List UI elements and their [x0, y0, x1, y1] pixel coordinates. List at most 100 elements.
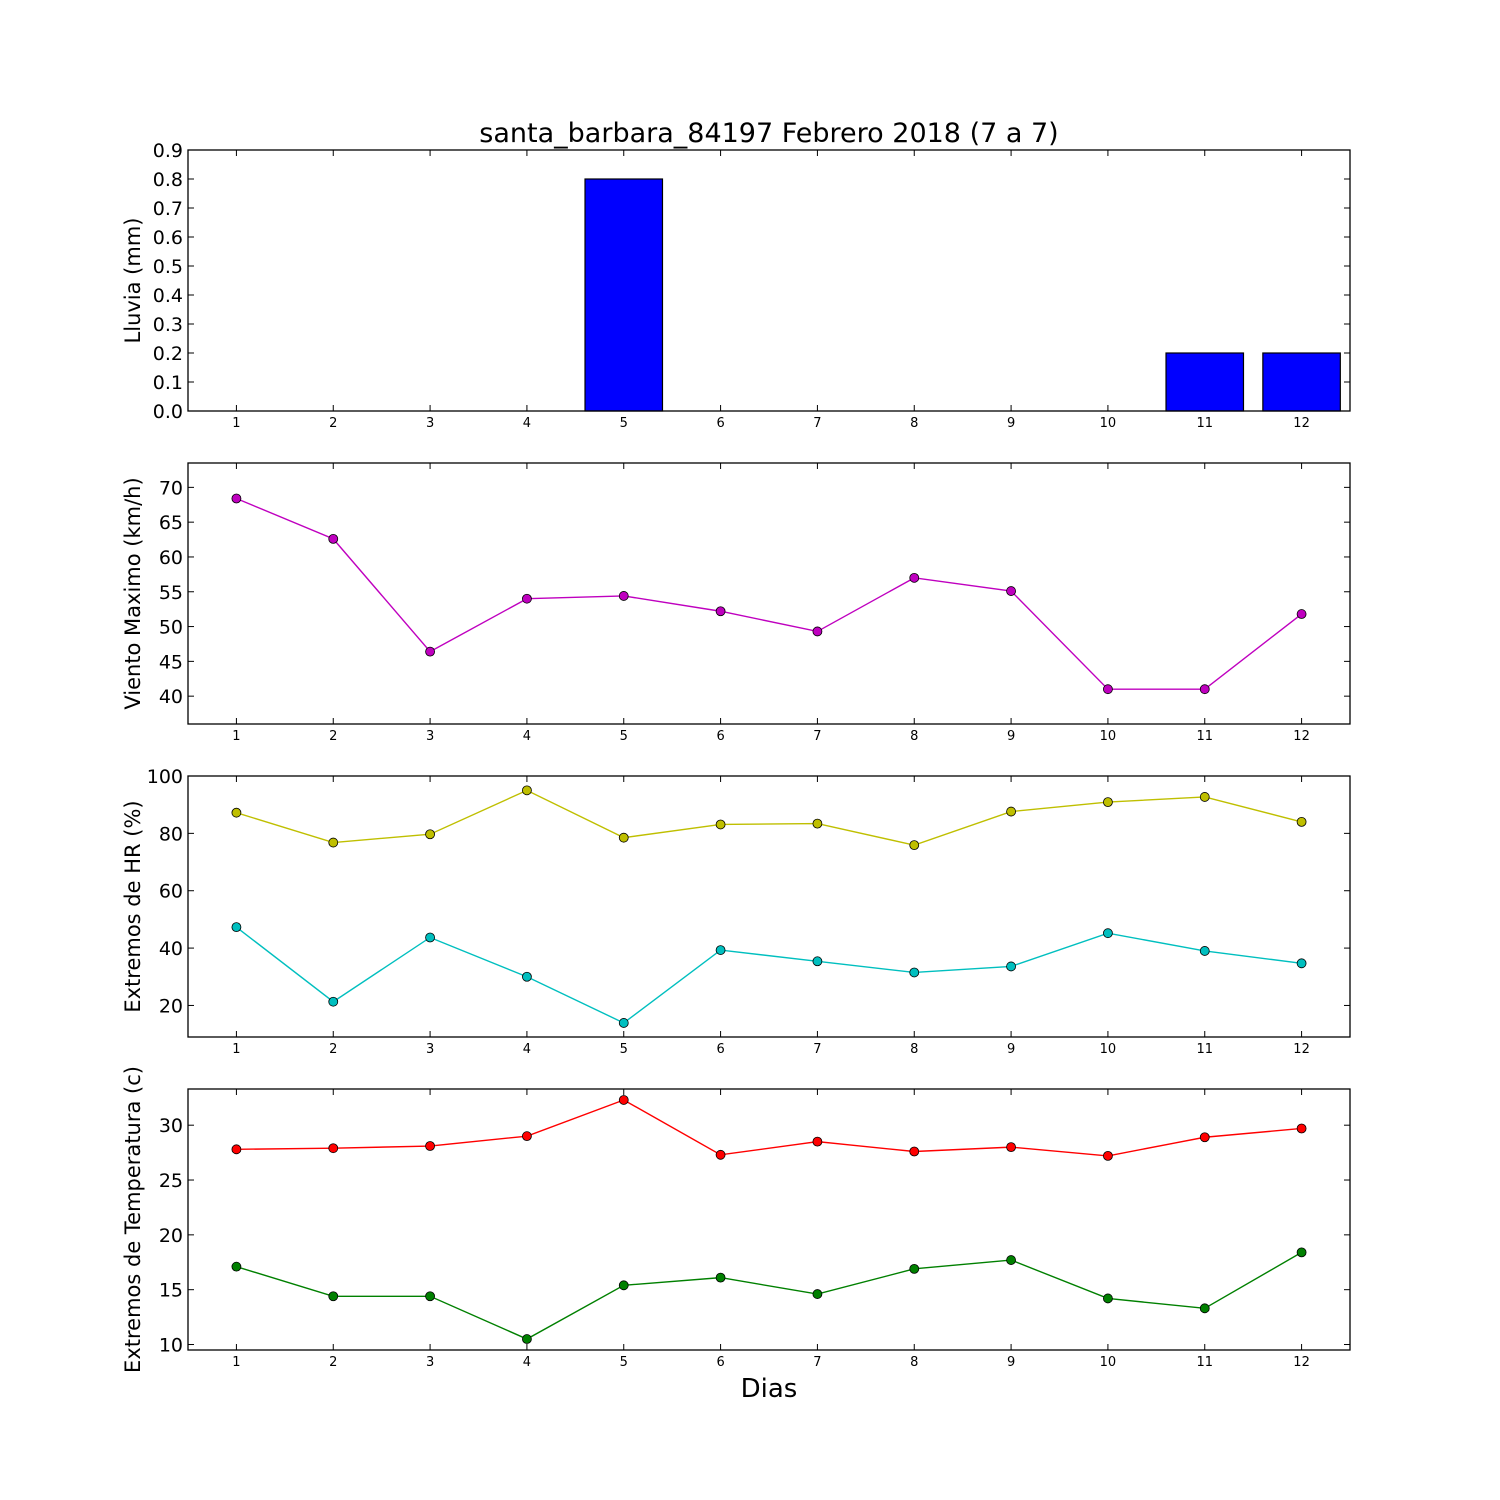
y-tick-label: 40 [159, 686, 183, 708]
x-tick-label: 6 [716, 1042, 724, 1057]
y-axis-label: Extremos de HR (%) [121, 800, 145, 1012]
data-point [328, 837, 339, 848]
x-tick-label: 8 [910, 416, 918, 431]
bar [1262, 352, 1341, 412]
series-line-1 [236, 789, 1302, 846]
x-tick-label: 5 [620, 729, 628, 744]
series-line-2 [235, 926, 1302, 1024]
x-tick-label: 9 [1007, 1042, 1015, 1057]
data-point [425, 1141, 435, 1151]
data-point [425, 646, 435, 657]
x-tick-label: 11 [1196, 1042, 1213, 1057]
x-tick-label: 1 [232, 729, 240, 744]
chart-title: santa_barbara_84197 Febrero 2018 (7 a 7) [479, 118, 1058, 149]
x-tick-label: 9 [1007, 729, 1015, 744]
x-tick-label: 10 [1100, 1355, 1117, 1370]
data-point [1199, 792, 1210, 802]
data-point [1103, 1293, 1113, 1304]
y-tick-label: 0.3 [153, 314, 183, 336]
data-point [231, 1261, 242, 1272]
x-tick-label: 2 [329, 729, 337, 744]
y-tick-label: 30 [159, 1115, 183, 1137]
x-tick-label: 9 [1007, 1355, 1015, 1370]
data-point [1103, 1150, 1113, 1161]
data-point [1296, 609, 1307, 619]
subplot-1: 0.00.10.20.30.40.50.60.70.80.91 2 3 4 5 6 7 8 9 1… [121, 140, 1351, 431]
y-tick-label: 0.9 [153, 140, 183, 162]
data-point [812, 1289, 823, 1299]
y-tick-label: 0.2 [153, 343, 183, 365]
data-point [909, 840, 920, 851]
data-point [1006, 1142, 1016, 1153]
data-point [1296, 816, 1307, 827]
x-tick-label: 11 [1196, 1355, 1213, 1370]
data-point [425, 932, 435, 943]
x-tick-label: 8 [910, 729, 918, 744]
data-point [1103, 797, 1113, 807]
data-point [812, 626, 823, 637]
y-tick-label: 55 [159, 582, 183, 604]
data-point [618, 591, 629, 601]
data-point [1199, 946, 1210, 956]
series-line-2 [236, 1251, 1302, 1340]
y-tick-label: 60 [159, 547, 183, 569]
data-point [618, 1280, 629, 1291]
y-tick-label: 0.0 [153, 401, 183, 423]
data-point [522, 1334, 532, 1344]
data-point [328, 1143, 339, 1154]
y-tick-label: 80 [159, 823, 183, 845]
x-tick-label: 8 [910, 1355, 918, 1370]
y-tick-label: 100 [147, 766, 183, 788]
x-tick-label: 5 [620, 416, 628, 431]
data-point [618, 1095, 629, 1105]
y-tick-label: 20 [159, 995, 183, 1017]
data-point [812, 956, 823, 967]
data-point [522, 593, 532, 604]
y-tick-label: 70 [159, 477, 183, 499]
y-tick-label: 45 [159, 651, 183, 673]
bar [1165, 352, 1245, 412]
data-point [1199, 1132, 1210, 1143]
data-point [522, 971, 532, 982]
data-point [909, 1263, 920, 1274]
data-point [1296, 1247, 1307, 1258]
x-tick-label: 10 [1100, 416, 1117, 431]
data-point [1103, 684, 1113, 695]
x-tick-label: 10 [1100, 729, 1117, 744]
plot-frame [187, 775, 1351, 1038]
x-tick-label: 2 [329, 1042, 337, 1057]
data-point [1006, 961, 1016, 972]
y-tick-label: 10 [159, 1335, 183, 1357]
x-tick-label: 1 [232, 1355, 240, 1370]
y-tick-label: 0.6 [153, 227, 183, 249]
x-tick-label: 2 [329, 416, 337, 431]
data-point [909, 572, 920, 583]
data-point [715, 1149, 726, 1160]
x-tick-label: 12 [1293, 1355, 1310, 1370]
x-tick-label: 4 [523, 416, 531, 431]
y-tick-label: 0.7 [153, 198, 183, 220]
data-point [618, 832, 629, 843]
x-tick-label: 5 [620, 1042, 628, 1057]
x-tick-label: 12 [1293, 1042, 1310, 1057]
data-point [1006, 586, 1016, 596]
data-point [522, 785, 532, 796]
x-tick-label: 4 [523, 729, 531, 744]
x-tick-label: 4 [523, 1355, 531, 1370]
data-point [1199, 1303, 1210, 1314]
x-tick-label: 6 [716, 729, 724, 744]
y-tick-label: 40 [159, 938, 183, 960]
x-tick-label: 4 [523, 1042, 531, 1057]
x-tick-label: 6 [716, 416, 724, 431]
data-point [231, 493, 242, 504]
data-point [425, 1291, 435, 1302]
y-tick-label: 0.5 [153, 256, 183, 278]
x-tick-label: 3 [426, 1355, 434, 1370]
x-tick-label: 12 [1293, 729, 1310, 744]
bar [584, 178, 664, 412]
data-point [909, 967, 920, 978]
x-tick-label: 12 [1293, 416, 1310, 431]
